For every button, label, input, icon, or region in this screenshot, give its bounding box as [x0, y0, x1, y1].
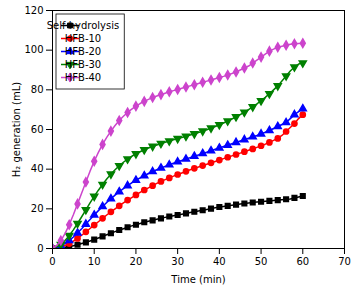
- svg-text:HFB-30: HFB-30: [65, 59, 101, 70]
- svg-text:60: 60: [31, 124, 44, 135]
- svg-text:70: 70: [338, 256, 351, 267]
- svg-text:40: 40: [31, 163, 44, 174]
- svg-text:Self hydrolysis: Self hydrolysis: [47, 20, 120, 31]
- svg-text:20: 20: [130, 256, 143, 267]
- svg-text:80: 80: [31, 84, 44, 95]
- svg-text:50: 50: [255, 256, 268, 267]
- svg-text:HFB-20: HFB-20: [65, 46, 101, 57]
- svg-text:0: 0: [37, 243, 43, 254]
- svg-text:HFB-10: HFB-10: [65, 33, 101, 44]
- svg-text:100: 100: [24, 44, 43, 55]
- svg-text:20: 20: [31, 203, 44, 214]
- svg-text:H₂ generation (mL): H₂ generation (mL): [11, 82, 22, 177]
- svg-text:120: 120: [24, 5, 43, 16]
- svg-text:HFB-40: HFB-40: [65, 72, 101, 83]
- svg-text:10: 10: [88, 256, 101, 267]
- svg-text:Time (min): Time (min): [170, 274, 225, 285]
- svg-text:30: 30: [171, 256, 184, 267]
- svg-text:0: 0: [49, 256, 55, 267]
- svg-text:40: 40: [213, 256, 226, 267]
- svg-text:60: 60: [296, 256, 309, 267]
